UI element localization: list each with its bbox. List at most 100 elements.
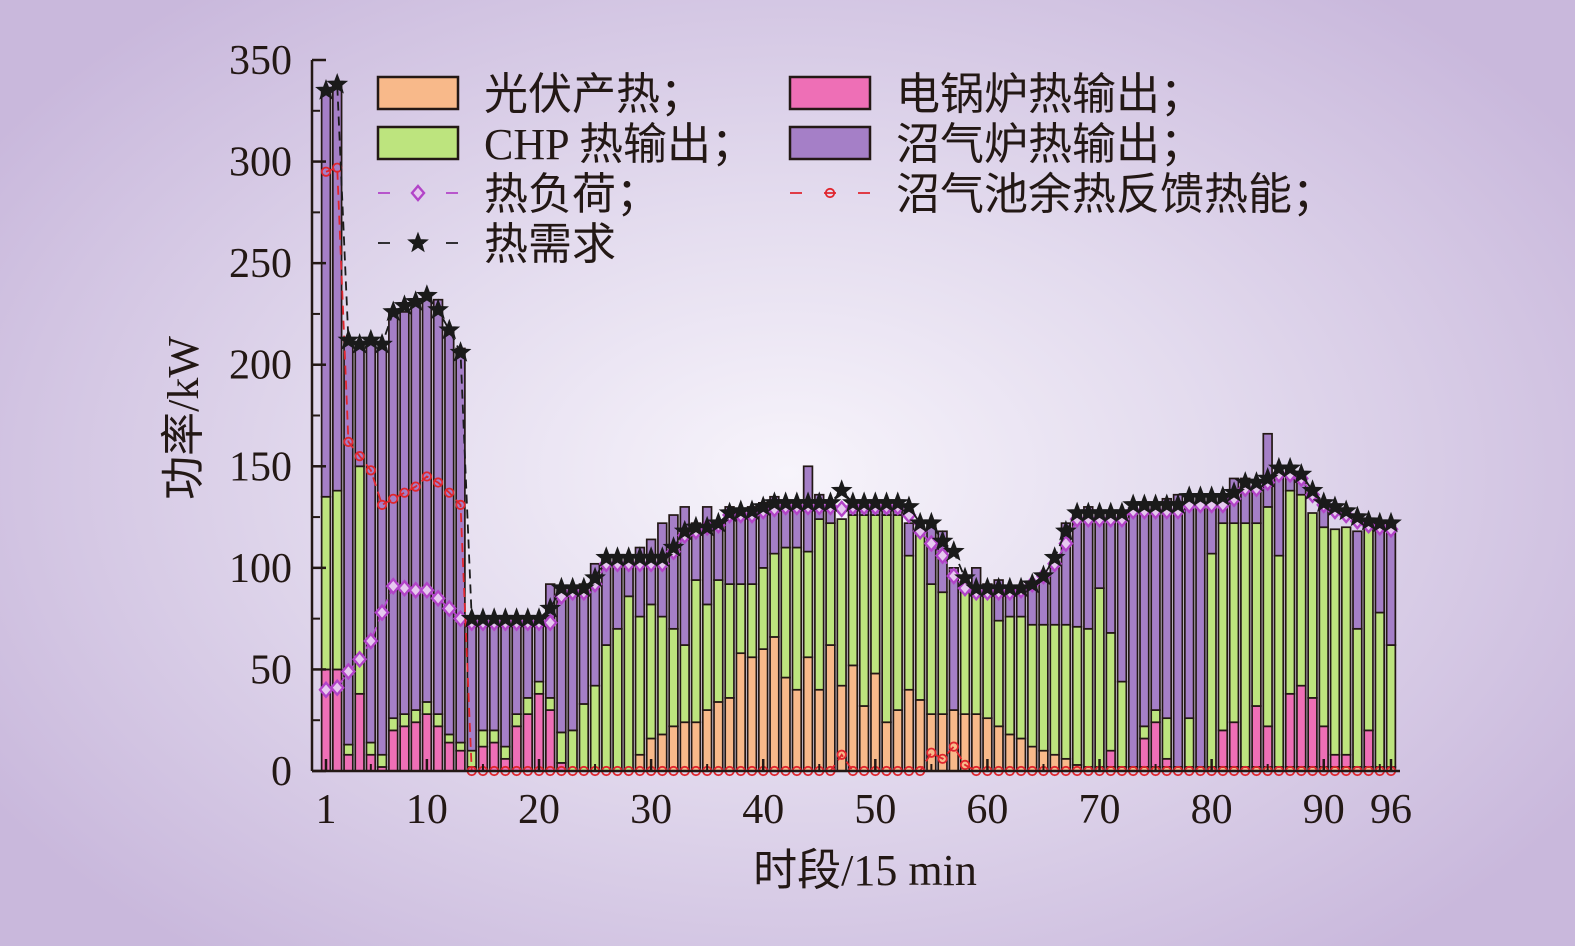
legend-label-1: 电锅炉热输出； (896, 70, 1204, 119)
bar-segment-s0-t41 (769, 636, 780, 772)
x-tick-label-20: 20 (518, 787, 560, 833)
bar-segment-s2-t29 (634, 615, 646, 756)
legend-label-4: 热负荷； (484, 170, 660, 219)
bar-segment-s3-t16 (488, 615, 500, 732)
bar-segment-s2-t41 (769, 552, 780, 638)
bar-segment-s3-t78 (1183, 497, 1195, 720)
bar-segment-s0-t49 (858, 705, 870, 772)
bar-segment-s3-t53 (903, 522, 915, 557)
bar-segment-s2-t31 (657, 615, 668, 736)
bar-segment-s2-t94 (1363, 526, 1374, 732)
bar-segment-s2-t40 (757, 567, 769, 650)
bar-segment-s0-t46 (825, 644, 836, 772)
legend-swatch-1 (788, 75, 872, 111)
x-tick-label-10: 10 (406, 787, 448, 833)
series-6-point-52 (886, 491, 909, 513)
x-tick-label-50: 50 (854, 787, 896, 833)
series-4-point-3 (340, 662, 357, 681)
bar-segment-s3-t71 (1105, 510, 1116, 634)
bar-segment-s2-t38 (735, 583, 747, 655)
bar-segment-s3-t4 (354, 343, 365, 468)
bar-segment-s2-t84 (1251, 522, 1262, 707)
bar-segment-s1-t8 (399, 725, 410, 772)
series-5-point-3 (343, 436, 354, 448)
series-6-point-46 (819, 491, 842, 513)
x-tick-label-1: 1 (316, 787, 337, 833)
bar-segment-s3-t17 (500, 615, 511, 748)
series-6-point-90 (1312, 491, 1335, 513)
y-tick-label-300: 300 (229, 140, 292, 186)
x-tick-label-30: 30 (630, 787, 672, 833)
bar-segment-s2-t23 (567, 729, 578, 772)
bar-segment-s3-t9 (410, 302, 421, 711)
series-4-point-11 (430, 589, 446, 608)
bar-segment-s3-t32 (668, 514, 679, 630)
series-6-point-66 (1043, 546, 1066, 567)
bar-segment-s2-t44 (802, 550, 814, 659)
bar-segment-s2-t92 (1340, 526, 1352, 756)
legend-marker-5 (824, 187, 836, 199)
series-6-point-10 (416, 284, 438, 305)
series-4-point-2 (329, 678, 345, 697)
series-6-point-89 (1301, 479, 1324, 500)
bar-segment-s3-t66 (1049, 567, 1060, 626)
bar-segment-s2-t93 (1352, 627, 1363, 768)
bar-segment-s2-t18 (511, 713, 522, 728)
bar-segment-s2-t9 (410, 709, 421, 724)
bar-segment-s3-t77 (1172, 493, 1184, 768)
bar-segment-s3-t10 (421, 294, 433, 703)
series-5-point-57 (948, 741, 959, 752)
bar-segment-s2-t2 (331, 489, 343, 671)
bar-segment-s1-t19 (522, 713, 534, 772)
bar-segment-s0-t32 (668, 725, 679, 772)
bar-segment-s1-t94 (1363, 729, 1374, 768)
series-6-point-53 (898, 495, 920, 517)
series-4-point-8 (396, 579, 413, 598)
bar-segment-s2-t47 (836, 518, 847, 687)
bar-segment-s2-t11 (432, 713, 444, 728)
bar-segment-s3-t95 (1374, 522, 1386, 614)
bar-segment-s2-t43 (791, 546, 803, 691)
bar-segment-s0-t31 (657, 733, 668, 772)
bar-segment-s2-t25 (589, 684, 601, 772)
bar-segment-s0-t45 (814, 688, 825, 772)
y-tick-label-250: 250 (229, 241, 292, 287)
bar-segment-s3-t6 (376, 347, 388, 756)
series-4-point-12 (441, 599, 457, 618)
bar-segment-s3-t96 (1385, 522, 1397, 646)
x-tick-label-40: 40 (742, 787, 784, 833)
series-6-point-55 (920, 511, 943, 533)
bar-segment-s3-t74 (1139, 502, 1150, 728)
bar-segment-s0-t35 (701, 709, 713, 772)
bar-segment-s2-t68 (1071, 625, 1083, 766)
series-5-point-56 (937, 753, 948, 764)
bar-segment-s3-t73 (1127, 510, 1139, 768)
bar-segment-s3-t35 (701, 506, 713, 606)
bar-segment-s0-t38 (735, 652, 747, 772)
bar-segment-s2-t72 (1116, 680, 1128, 768)
legend-swatch-0 (376, 75, 460, 111)
series-5-point-6 (376, 499, 388, 510)
series-6-point-5 (359, 328, 382, 350)
bar-segment-s3-t5 (365, 339, 377, 744)
bar-segment-s0-t61 (993, 725, 1004, 772)
bar-segment-s3-t68 (1071, 512, 1083, 628)
legend-label-5: 沼气池余热反馈热能； (896, 170, 1336, 219)
bar-segment-s3-t72 (1116, 510, 1128, 683)
legend-marker-4 (410, 184, 426, 202)
bar-segment-s2-t45 (814, 518, 825, 691)
bar-segment-s2-t3 (343, 743, 354, 756)
bar-segment-s2-t81 (1217, 522, 1229, 732)
bar-segment-s0-t43 (791, 688, 803, 772)
bar-segment-s2-t21 (544, 697, 556, 711)
bar-segment-s0-t57 (948, 709, 960, 772)
bar-segment-s1-t21 (544, 709, 556, 772)
bar-segment-s1-t71 (1105, 749, 1116, 768)
bar-segment-s3-t22 (556, 589, 567, 734)
series-6-point-91 (1324, 495, 1346, 517)
series-6-point-47 (830, 479, 853, 500)
x-tick-label-60: 60 (966, 787, 1008, 833)
y-tick-label-0: 0 (271, 749, 292, 795)
bar-segment-s0-t48 (847, 664, 859, 772)
series-4-point-6 (374, 603, 390, 622)
